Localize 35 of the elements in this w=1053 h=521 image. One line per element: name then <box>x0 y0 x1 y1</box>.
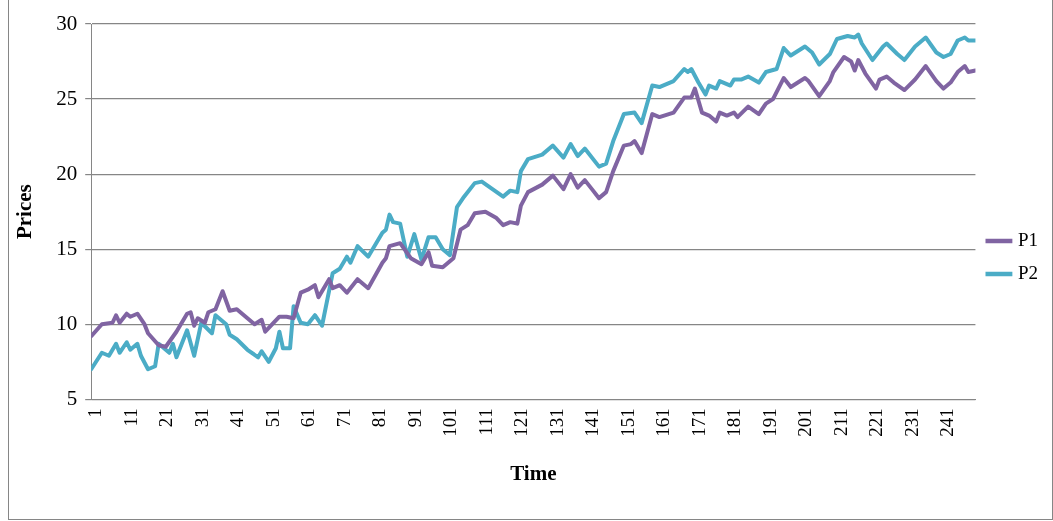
x-tick-label: 81 <box>368 408 390 428</box>
x-tick-label: 191 <box>758 408 780 437</box>
x-tick-label: 171 <box>687 408 709 437</box>
y-tick-label: 25 <box>56 85 78 110</box>
x-tick-label: 61 <box>297 408 319 428</box>
x-tick-label: 181 <box>723 408 745 437</box>
x-tick-label: 101 <box>439 408 461 437</box>
x-tick-label: 161 <box>652 408 674 437</box>
x-tick-label: 21 <box>155 408 177 428</box>
x-tick-label: 241 <box>936 408 958 437</box>
x-tick-label: 11 <box>119 408 141 427</box>
x-axis-title: Time <box>510 460 557 485</box>
y-tick-label: 30 <box>56 10 78 35</box>
x-tick-label: 41 <box>226 408 248 428</box>
x-tick-label: 231 <box>900 408 922 437</box>
x-tick-label: 211 <box>829 408 851 437</box>
x-tick-label: 31 <box>190 408 212 428</box>
x-tick-label: 71 <box>332 408 354 428</box>
x-tick-label: 121 <box>510 408 532 437</box>
legend-label: P1 <box>1017 228 1039 250</box>
y-tick-label: 15 <box>56 235 78 260</box>
x-tick-label: 91 <box>403 408 425 428</box>
legend-label: P2 <box>1017 261 1039 283</box>
x-tick-label: 131 <box>545 408 567 437</box>
x-tick-label: 111 <box>474 408 496 436</box>
x-tick-label: 221 <box>865 408 887 437</box>
y-tick-label: 5 <box>66 385 78 410</box>
x-tick-label: 201 <box>794 408 816 437</box>
x-tick-label: 141 <box>581 408 603 437</box>
y-tick-label: 20 <box>56 160 78 185</box>
x-tick-label: 151 <box>616 408 638 437</box>
x-tick-label: 1 <box>84 408 106 418</box>
y-tick-label: 10 <box>56 310 78 335</box>
x-tick-label: 51 <box>261 408 283 428</box>
y-axis-title: Prices <box>12 184 37 240</box>
